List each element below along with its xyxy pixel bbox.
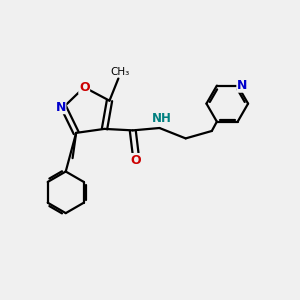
Text: CH₃: CH₃: [110, 67, 130, 77]
Text: O: O: [79, 81, 89, 94]
Text: N: N: [56, 100, 66, 114]
Text: N: N: [237, 79, 247, 92]
Text: NH: NH: [152, 112, 172, 125]
Text: O: O: [130, 154, 141, 166]
